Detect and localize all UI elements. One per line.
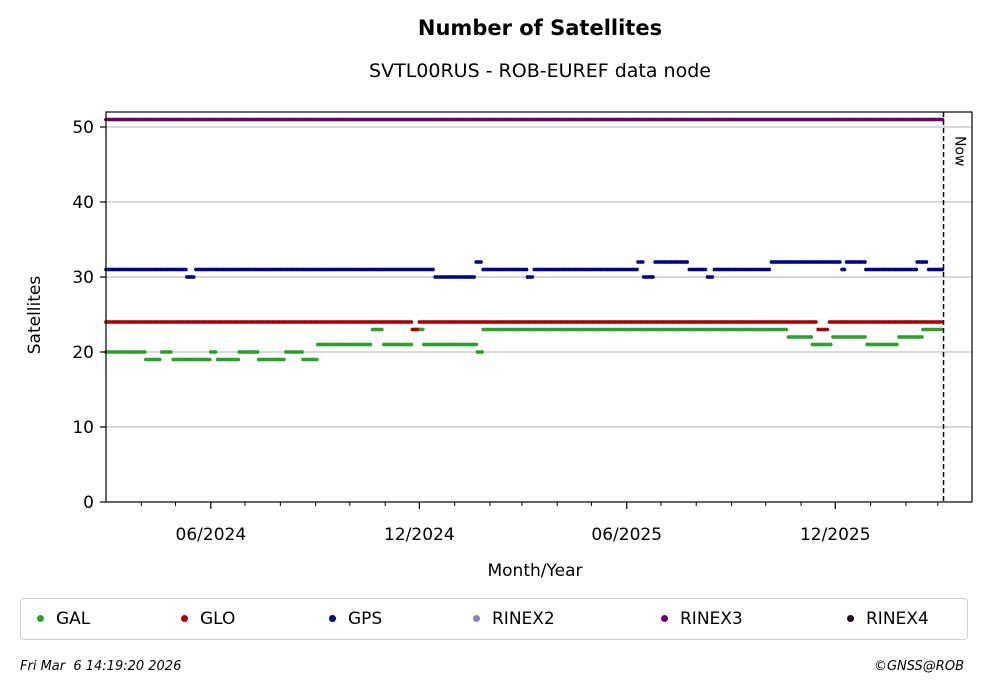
data-point-gal	[828, 342, 833, 347]
data-point-gal	[314, 357, 319, 362]
x-tick-label: 12/2024	[384, 525, 455, 545]
data-point-gps	[524, 267, 529, 272]
data-point-gps	[635, 267, 639, 272]
now-label: Now	[952, 136, 968, 167]
data-point-glo	[415, 327, 419, 332]
legend-label-glo: GLO	[200, 609, 236, 629]
data-point-glo	[825, 327, 830, 332]
chart-title: Number of Satellites	[417, 16, 663, 40]
data-point-gps	[837, 260, 842, 264]
y-tick-label: 20	[72, 343, 94, 363]
data-point-gal	[894, 342, 899, 347]
plot-frame	[105, 111, 973, 503]
legend-item-glo: GLO	[181, 599, 235, 639]
data-point-gps	[863, 260, 867, 264]
y-tick-label: 10	[72, 418, 94, 438]
legend-marker-gps	[329, 614, 336, 622]
legend-label-gps: GPS	[348, 609, 383, 629]
data-point-gps	[191, 275, 196, 279]
data-point-gal	[920, 335, 924, 339]
legend-item-gps: GPS	[329, 599, 382, 639]
data-point-gal	[368, 342, 373, 347]
data-point-gal	[236, 357, 241, 362]
data-point-gps	[651, 275, 655, 279]
data-point-gal	[474, 342, 479, 347]
data-point-gal	[207, 357, 212, 362]
data-point-gps	[640, 260, 645, 264]
legend-label-rinex2: RINEX2	[492, 609, 555, 629]
chart-legend: GAL GLO GPS RINEX2 RINEX3 RINEX4	[20, 598, 968, 640]
data-point-gal	[142, 350, 147, 354]
data-point-gal	[157, 357, 162, 362]
data-point-glo	[814, 320, 818, 324]
copyright-footer: ©GNSS@ROB	[873, 659, 964, 674]
data-point-gal	[863, 335, 867, 339]
data-point-gps	[183, 267, 188, 272]
data-point-gal	[255, 350, 260, 354]
data-point-gps	[472, 275, 476, 279]
data-point-gps	[431, 267, 435, 272]
data-point-gal	[809, 335, 814, 339]
legend-marker-rinex2	[473, 614, 480, 622]
y-tick-label: 50	[72, 118, 94, 138]
legend-item-rinex4: RINEX4	[847, 599, 929, 639]
data-point-gps	[685, 260, 689, 264]
timestamp-footer: Fri Mar 6 14:19:20 2026	[20, 659, 182, 674]
data-point-glo	[409, 320, 414, 324]
data-point-glo	[939, 320, 944, 324]
data-point-gal	[784, 327, 789, 332]
data-point-gps	[530, 275, 535, 279]
data-point-gps	[767, 267, 772, 272]
legend-marker-gal	[37, 614, 44, 622]
data-point-gal	[213, 350, 218, 354]
y-tick-label: 30	[72, 268, 94, 288]
chart-subtitle: SVTL00RUS - ROB-EUREF data node	[369, 60, 711, 82]
legend-item-gal: GAL	[37, 599, 90, 639]
x-axis-label: Month/Year	[487, 561, 582, 581]
x-tick-label: 06/2025	[591, 525, 662, 545]
data-point-gal	[300, 350, 304, 354]
data-point-gal	[281, 357, 286, 362]
legend-marker-rinex3	[661, 614, 668, 622]
legend-label-gal: GAL	[56, 609, 91, 629]
data-point-gps	[703, 267, 708, 272]
legend-label-rinex3: RINEX3	[680, 609, 743, 629]
satellites-chart: Now 0 10 20 30 40 50 06/2024 12/2024 06/2025 12/20…	[25, 111, 973, 581]
legend-label-rinex4: RINEX4	[866, 609, 929, 629]
data-points	[104, 117, 945, 362]
data-point-gal	[409, 342, 414, 347]
data-point-gal	[169, 350, 173, 354]
data-point-gps	[710, 275, 715, 279]
legend-item-rinex2: RINEX2	[473, 599, 555, 639]
data-point-gal	[379, 327, 384, 332]
legend-item-rinex3: RINEX3	[661, 599, 743, 639]
data-point-gps	[842, 267, 847, 272]
data-point-gal	[939, 327, 944, 332]
legend-marker-rinex4	[847, 614, 854, 622]
data-point-gps	[914, 267, 919, 272]
x-tick-label: 06/2024	[176, 525, 247, 545]
x-tick-label: 12/2025	[800, 525, 871, 545]
y-tick-label: 40	[72, 193, 94, 213]
y-tick-label: 0	[83, 493, 94, 513]
legend-marker-glo	[181, 614, 188, 622]
data-point-gps	[924, 260, 929, 264]
data-point-gal	[480, 350, 484, 354]
data-point-gal	[420, 327, 425, 332]
y-axis-label: Satellites	[25, 276, 45, 355]
data-point-gps	[479, 260, 483, 264]
